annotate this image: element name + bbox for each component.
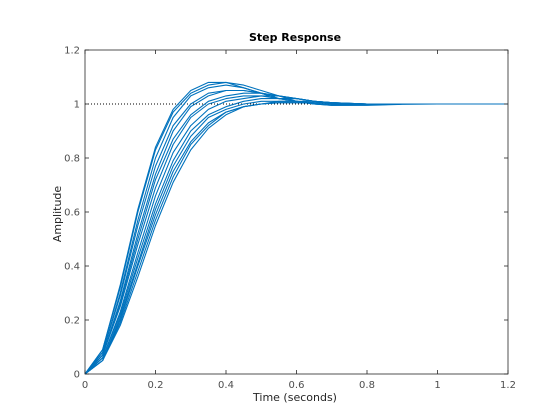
x-axis-label: Time (seconds) [252, 391, 337, 404]
response-curve-13 [84, 102, 508, 375]
x-tick-label: 1.2 [500, 380, 516, 391]
x-tick-label: 1 [434, 380, 440, 391]
y-tick-label: 0.8 [64, 154, 80, 165]
y-tick-label: 0.6 [64, 208, 80, 219]
plot-area: 0 0.2 0.4 0.6 0.8 1 1.2 0 0.2 0.4 0.6 0.8 1 1.2 [64, 46, 516, 392]
y-tick-label: 1.2 [64, 46, 80, 57]
x-tick-label: 0.4 [218, 380, 234, 391]
x-tick-label: 0.8 [359, 380, 375, 391]
x-tick-label: 0.2 [148, 380, 164, 391]
y-tick-label: 0.2 [64, 316, 80, 327]
y-tick-label: 0 [74, 370, 80, 381]
chart-title: Step Response [249, 31, 341, 44]
x-tick-label: 0.6 [289, 380, 305, 391]
y-tick-label: 0.4 [64, 262, 80, 273]
y-axis-label: Amplitude [51, 186, 64, 243]
y-tick-label: 1 [74, 100, 80, 111]
x-tick-label: 0 [82, 380, 88, 391]
